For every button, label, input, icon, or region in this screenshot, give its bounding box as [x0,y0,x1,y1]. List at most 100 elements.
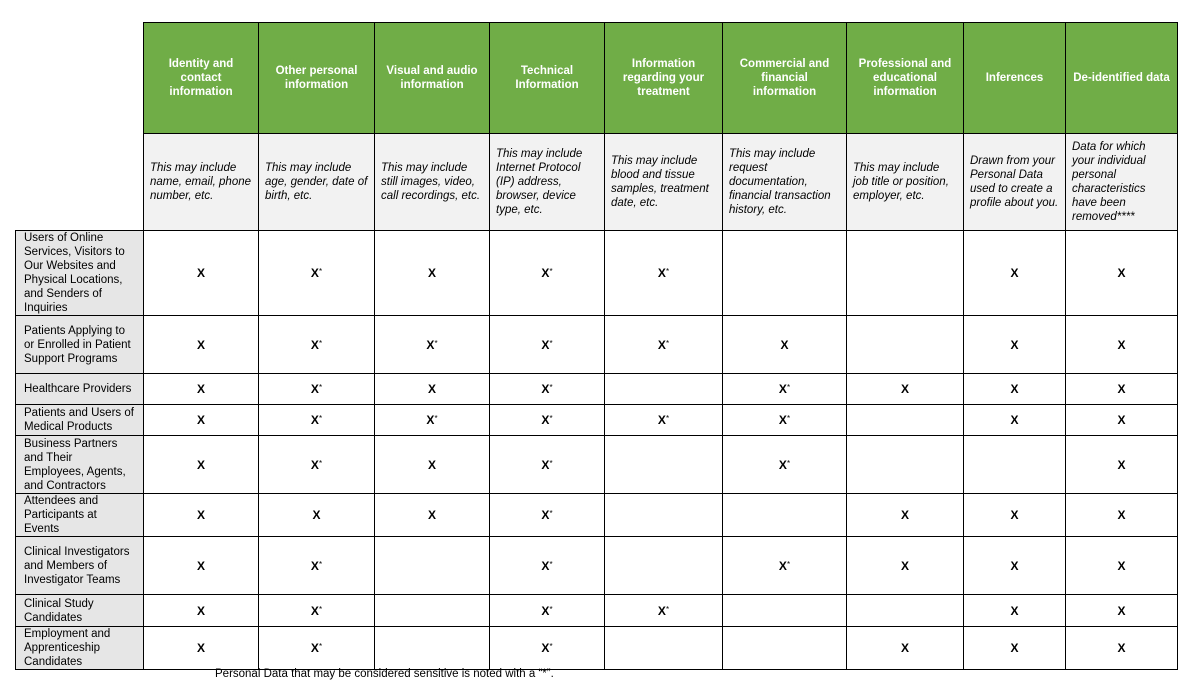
sensitive-asterisk: * [318,414,323,423]
sensitive-asterisk: * [318,383,323,392]
empty-cell [846,404,964,436]
x-mark: X [541,382,550,396]
sensitive-asterisk: * [318,338,323,348]
table-row: Attendees and Participants at Events X X X X… [15,493,1178,537]
sensitive-mark-cell: X* [489,230,605,316]
sensitive-mark-cell: X* [258,230,375,316]
sensitive-mark-cell: X* [258,435,375,494]
sensitive-mark-cell: X* [604,230,723,316]
x-mark: X [657,266,666,280]
mark-cell: X [1065,404,1178,436]
table-row: Business Partners and Their Employees, A… [15,435,1178,494]
mark-cell: X [963,594,1066,627]
x-mark: X [1117,413,1126,427]
column-description: This may include age, gender, date of bi… [258,133,375,231]
mark-cell: X [963,626,1066,670]
mark-cell: X [258,493,375,537]
empty-cell [722,594,847,627]
column-description: Drawn from your Personal Data used to cr… [963,133,1066,231]
sensitive-mark-cell: X* [374,404,490,436]
mark-cell: X [143,626,259,670]
x-mark: X [196,337,205,352]
column-description: This may include job title or position, … [846,133,964,231]
empty-cell [604,493,723,537]
x-mark: X [657,337,666,352]
x-mark: X [778,457,787,472]
x-mark: X [196,413,205,427]
empty-cell [374,626,490,670]
x-mark: X [900,508,909,522]
row-label: Patients Applying to or Enrolled in Pati… [15,315,144,374]
x-mark: X [1117,558,1126,573]
row-label: Clinical Study Candidates [15,594,144,627]
sensitive-mark-cell: X* [489,626,605,670]
x-mark: X [541,641,550,655]
row-label: Attendees and Participants at Events [15,493,144,537]
sensitive-mark-cell: X* [489,435,605,494]
x-mark: X [310,337,319,352]
sensitive-asterisk: * [434,338,438,348]
column-header: Professional and educational information [846,22,964,134]
category-description-row: This may include name, email, phone numb… [15,133,1178,231]
x-mark: X [541,457,550,472]
mark-cell: X [143,373,259,405]
sensitive-asterisk: * [318,604,323,614]
mark-cell: X [846,493,964,537]
x-mark: X [1010,266,1019,280]
mark-cell: X [963,404,1066,436]
column-header: De-identified data [1065,22,1178,134]
sensitive-data-footnote: Personal Data that may be considered sen… [215,668,554,680]
empty-cell [846,230,964,316]
column-description: This may include still images, video, ca… [374,133,490,231]
x-mark: X [780,337,789,352]
x-mark: X [541,603,550,618]
sensitive-asterisk: * [318,458,323,468]
table-row: Users of Online Services, Visitors to Ou… [15,230,1178,316]
sensitive-mark-cell: X* [258,373,375,405]
row-label: Patients and Users of Medical Products [15,404,144,436]
mark-cell: X [963,373,1066,405]
mark-cell: X [963,230,1066,316]
sensitive-asterisk: * [549,509,553,518]
sensitive-mark-cell: X* [258,315,375,374]
sensitive-mark-cell: X* [604,315,723,374]
x-mark: X [427,382,436,396]
sensitive-asterisk: * [665,267,670,276]
x-mark: X [310,558,319,573]
x-mark: X [1010,641,1019,655]
mark-cell: X [846,626,964,670]
column-description: This may include name, email, phone numb… [143,133,259,231]
mark-cell: X [374,493,490,537]
column-header: Other personal information [258,22,375,134]
sensitive-mark-cell: X* [722,404,847,436]
sensitive-asterisk: * [549,338,553,348]
sensitive-mark-cell: X* [258,536,375,595]
mark-cell: X [1065,626,1178,670]
table-row: Clinical Investigators and Members of In… [15,536,1178,595]
mark-cell: X [1065,230,1178,316]
column-description: This may include request documentation, … [722,133,847,231]
mark-cell: X [846,373,964,405]
mark-cell: X [143,594,259,627]
x-mark: X [1117,457,1126,472]
x-mark: X [1117,603,1126,618]
x-mark: X [541,266,550,280]
mark-cell: X [722,315,847,374]
sensitive-mark-cell: X* [489,536,605,595]
mark-cell: X [1065,435,1178,494]
empty-cell [604,373,723,405]
empty-cell [604,536,723,595]
mark-cell: X [143,404,259,436]
x-mark: X [196,266,205,280]
empty-cell [963,435,1066,494]
sensitive-asterisk: * [665,338,670,348]
x-mark: X [1117,508,1126,522]
row-label: Employment and Apprenticeship Candidates [15,626,144,670]
sensitive-asterisk: * [549,414,553,423]
x-mark: X [310,382,319,396]
row-label: Users of Online Services, Visitors to Ou… [15,230,144,316]
sensitive-mark-cell: X* [604,594,723,627]
empty-cell [604,435,723,494]
sensitive-asterisk: * [549,383,553,392]
sensitive-asterisk: * [786,414,791,423]
